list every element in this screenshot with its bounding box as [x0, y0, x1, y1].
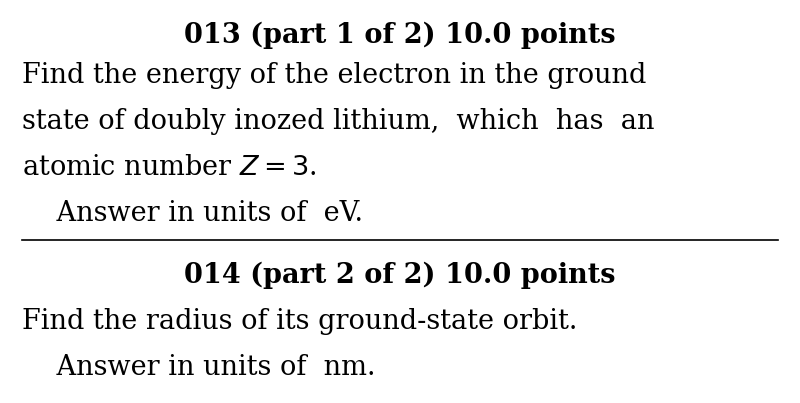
Text: Answer in units of  nm.: Answer in units of nm. [22, 354, 375, 381]
Text: atomic number $Z = 3$.: atomic number $Z = 3$. [22, 154, 317, 181]
Text: state of doubly inozed lithium,  which  has  an: state of doubly inozed lithium, which ha… [22, 108, 654, 135]
Text: Find the energy of the electron in the ground: Find the energy of the electron in the g… [22, 62, 646, 89]
Text: Answer in units of  eV.: Answer in units of eV. [22, 200, 363, 227]
Text: 013 (part 1 of 2) 10.0 points: 013 (part 1 of 2) 10.0 points [184, 22, 616, 50]
Text: Find the radius of its ground-state orbit.: Find the radius of its ground-state orbi… [22, 308, 578, 335]
Text: 014 (part 2 of 2) 10.0 points: 014 (part 2 of 2) 10.0 points [184, 262, 616, 289]
